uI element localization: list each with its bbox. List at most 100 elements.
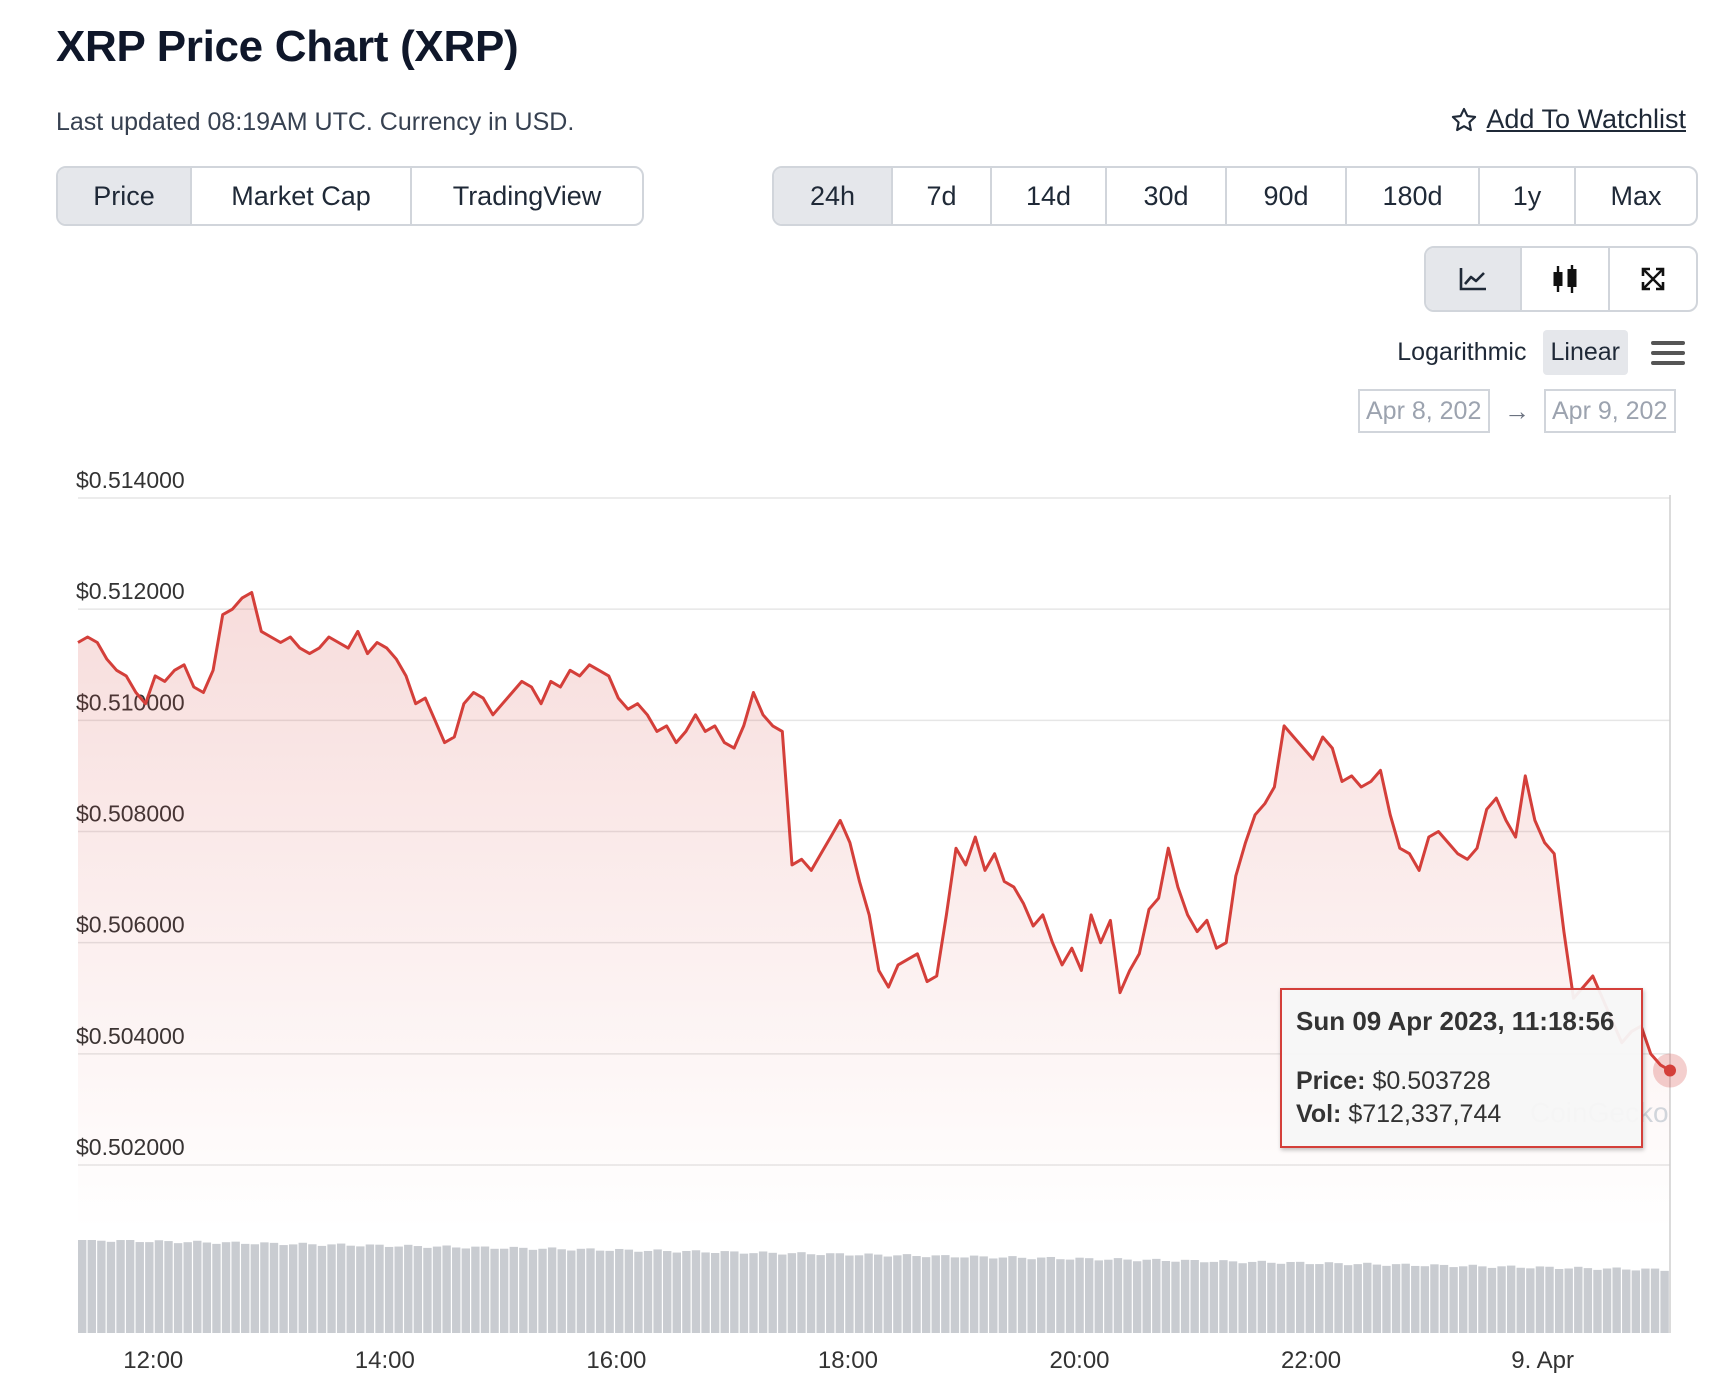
volume-bar <box>787 1253 797 1333</box>
time-range-selector: 24h 7d 14d 30d 90d 180d 1y Max <box>772 166 1698 226</box>
volume-bar <box>1372 1264 1382 1333</box>
volume-bar <box>442 1245 451 1333</box>
volume-bar <box>509 1246 518 1333</box>
volume-bar <box>1401 1263 1410 1333</box>
tooltip-price-value: $0.503728 <box>1372 1067 1491 1095</box>
volume-bar <box>758 1251 768 1333</box>
date-to-input[interactable] <box>1544 389 1676 433</box>
linear-option[interactable]: Linear <box>1542 330 1628 375</box>
watchlist-label: Add To Watchlist <box>1486 104 1686 134</box>
volume-bar <box>816 1255 825 1333</box>
x-tick-label: 16:00 <box>586 1347 646 1374</box>
volume-bar <box>490 1248 499 1333</box>
volume-bar <box>1363 1262 1372 1333</box>
candlestick-button[interactable] <box>1522 248 1610 310</box>
volume-bar <box>1161 1261 1171 1333</box>
date-from-input[interactable] <box>1358 389 1490 433</box>
tab-market-cap[interactable]: Market Cap <box>192 168 412 224</box>
volume-bar <box>336 1243 346 1333</box>
logarithmic-option[interactable]: Logarithmic <box>1397 338 1527 366</box>
date-arrow: → <box>1504 395 1530 426</box>
volume-bar <box>317 1245 327 1333</box>
line-chart-icon <box>1459 268 1486 291</box>
scale-toggle: Logarithmic Linear <box>1389 330 1686 375</box>
volume-bar <box>969 1255 979 1333</box>
volume-bar <box>1123 1259 1132 1333</box>
price-chart[interactable]: $0.502000$0.504000$0.506000$0.508000$0.5… <box>0 440 1726 1396</box>
date-range-inputs: → <box>1358 389 1676 433</box>
volume-bar <box>413 1246 423 1333</box>
price-line <box>77 591 1671 1072</box>
volume-bar <box>116 1240 125 1333</box>
volume-bar <box>739 1253 749 1333</box>
volume-bar <box>1084 1258 1094 1333</box>
volume-bar <box>269 1242 279 1333</box>
volume-bar <box>212 1243 221 1333</box>
volume-bar <box>154 1240 164 1333</box>
volume-bar <box>1554 1268 1564 1333</box>
volume-bar <box>1468 1264 1477 1333</box>
range-max-button[interactable]: Max <box>1610 180 1662 211</box>
volume-bar <box>432 1246 442 1333</box>
volume-bar <box>1075 1257 1084 1333</box>
volume-bar <box>1420 1266 1430 1333</box>
volume-bar <box>806 1254 816 1333</box>
volume-bar <box>1315 1264 1324 1333</box>
volume-bar <box>1622 1269 1631 1333</box>
price-tooltip: Sun 09 Apr 2023, 11:18:56 Price: $0.5037… <box>1280 988 1643 1148</box>
volume-bar <box>1478 1266 1487 1333</box>
volume-bar <box>1574 1266 1583 1333</box>
tab-tradingview[interactable]: TradingView <box>452 180 602 211</box>
tab-price[interactable]: Price <box>58 168 192 224</box>
range-30d-button[interactable]: 30d <box>1107 168 1227 224</box>
fullscreen-button[interactable] <box>1610 248 1696 310</box>
range-1y-button[interactable]: 1y <box>1480 168 1576 224</box>
volume-bar <box>298 1242 307 1333</box>
volume-bar <box>615 1248 624 1333</box>
volume-bar <box>586 1248 595 1333</box>
volume-bar <box>960 1257 969 1333</box>
x-tick-label: 20:00 <box>1049 1347 1109 1374</box>
range-90d-button[interactable]: 90d <box>1227 168 1347 224</box>
volume-bar <box>921 1257 931 1333</box>
volume-bar <box>183 1242 192 1333</box>
volume-bar <box>768 1252 777 1333</box>
volume-bar <box>1104 1259 1113 1333</box>
fullscreen-icon <box>1641 267 1665 291</box>
volume-bar <box>1506 1265 1516 1333</box>
tooltip-volume: Vol: $712,337,744 <box>1296 1100 1627 1129</box>
volume-bar <box>989 1258 998 1333</box>
volume-bar <box>461 1248 471 1333</box>
volume-bar <box>902 1254 912 1333</box>
volume-bar <box>1209 1261 1219 1333</box>
price-area <box>78 592 1670 1230</box>
menu-icon[interactable] <box>1650 338 1686 368</box>
line-chart-button[interactable] <box>1426 248 1522 310</box>
volume-bar <box>279 1245 288 1333</box>
volume-bar <box>1516 1267 1525 1333</box>
chart-tabs: Price Market Cap TradingView <box>56 166 644 226</box>
tooltip-price: Price: $0.503728 <box>1296 1067 1627 1096</box>
range-180d-button[interactable]: 180d <box>1347 168 1480 224</box>
range-14d-button[interactable]: 14d <box>992 168 1107 224</box>
add-to-watchlist-link[interactable]: Add To Watchlist <box>1450 104 1686 135</box>
volume-bar <box>1641 1268 1650 1333</box>
volume-bar <box>1334 1263 1343 1333</box>
volume-bar <box>1132 1261 1142 1333</box>
range-7d-button[interactable]: 7d <box>893 168 992 224</box>
volume-bar <box>998 1257 1008 1333</box>
volume-bar <box>164 1241 173 1333</box>
volume-bar <box>1382 1265 1391 1333</box>
range-24h-button[interactable]: 24h <box>774 168 893 224</box>
volume-bar <box>1017 1257 1027 1333</box>
volume-bar <box>1459 1266 1468 1333</box>
volume-bar <box>308 1244 317 1333</box>
volume-bar <box>864 1253 873 1333</box>
y-tick-label: $0.514000 <box>76 467 185 493</box>
volume-bar <box>547 1247 557 1333</box>
volume-bar <box>1276 1263 1286 1333</box>
volume-bar <box>941 1255 950 1333</box>
volume-bar <box>1065 1259 1075 1333</box>
x-tick-label: 14:00 <box>355 1347 415 1374</box>
volume-bar <box>1200 1262 1209 1333</box>
